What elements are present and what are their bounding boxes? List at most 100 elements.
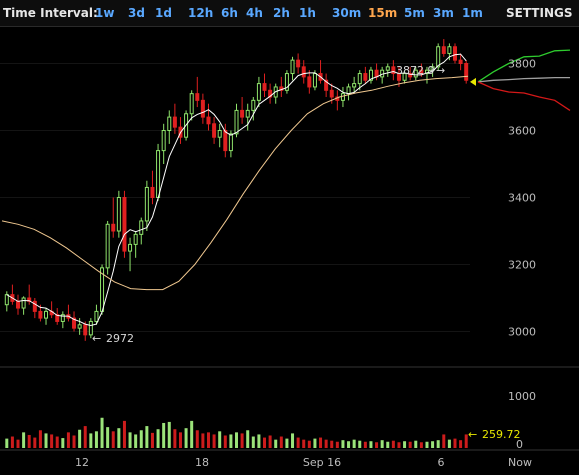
volume-bar (302, 439, 306, 448)
volume-bar (403, 441, 407, 448)
candle-body (413, 69, 418, 78)
interval-3d[interactable]: 3d (128, 6, 145, 20)
candle-body (77, 324, 82, 329)
volume-bar (206, 432, 210, 448)
volume-bar (33, 437, 37, 448)
volume-bar (352, 439, 356, 448)
volume-bar (22, 432, 26, 448)
volume-bar (324, 439, 328, 448)
candle-body (458, 59, 463, 65)
volume-bar (257, 434, 261, 448)
volume-tick-label: 1000 (508, 390, 536, 403)
volume-bar (246, 430, 250, 448)
interval-2h[interactable]: 2h (273, 6, 290, 20)
volume-bar (391, 440, 395, 448)
volume-bar (16, 439, 20, 448)
candle-body (32, 300, 37, 312)
volume-arrow: ← (468, 428, 477, 441)
high-price-label: 3872.9 (396, 64, 435, 77)
moving-averages (1, 53, 469, 327)
volume-bar (55, 436, 59, 448)
candle-body (452, 46, 457, 61)
time-interval-label: Time Interval: (3, 6, 98, 20)
candle-body (139, 220, 144, 235)
candle-body (144, 186, 149, 222)
candle-body (60, 314, 65, 322)
forecast-lower-line (477, 81, 571, 111)
candle-body (116, 197, 121, 232)
time-tick-label: 6 (438, 456, 445, 469)
volume-bar (447, 439, 451, 448)
volume-bar (66, 432, 70, 448)
candle-body (88, 320, 93, 336)
candle-body (55, 314, 60, 322)
candle-body (133, 233, 138, 245)
candle-body (167, 116, 172, 131)
volume-bar (251, 436, 255, 448)
volume-bar (425, 441, 429, 448)
volume-bar (313, 438, 317, 448)
candle-body (357, 73, 362, 85)
candle-body (324, 79, 329, 91)
volume-bar (347, 441, 351, 448)
volume-bar (212, 434, 216, 448)
low-price-label: 2972 (106, 332, 134, 345)
price-tick-label: 3400 (508, 192, 536, 205)
candle-body (44, 310, 49, 319)
volume-bar (117, 428, 121, 448)
candle-body (128, 243, 133, 252)
price-tick-label: 3800 (508, 58, 536, 71)
volume-bar (100, 417, 104, 448)
candle-body (419, 69, 424, 75)
time-tick-label: 12 (75, 456, 89, 469)
interval-4h[interactable]: 4h (246, 6, 263, 20)
interval-1w[interactable]: 1w (95, 6, 115, 20)
volume-bar (134, 434, 138, 448)
volume-bar (5, 438, 9, 448)
price-tick-label: 3600 (508, 125, 536, 138)
candle-body (212, 123, 217, 138)
interval-12h[interactable]: 12h (188, 6, 214, 20)
volume-bar (380, 440, 384, 448)
volume-bar (156, 429, 160, 448)
candle-body (122, 197, 127, 252)
interval-3m[interactable]: 3m (433, 6, 454, 20)
fast-moving-average-line (6, 53, 467, 327)
volume-bar (442, 434, 446, 448)
volume-bar (459, 440, 463, 448)
candle-body (251, 99, 256, 111)
interval-15m[interactable]: 15m (368, 6, 398, 20)
interval-30m[interactable]: 30m (332, 6, 362, 20)
candle-body (105, 223, 110, 269)
volume-bar (369, 441, 373, 448)
volume-bar (285, 438, 289, 448)
volume-bar (173, 429, 177, 448)
candle-body (436, 46, 441, 68)
time-tick-label: Now (508, 456, 532, 469)
candle-body (290, 59, 295, 75)
volume-bar (436, 440, 440, 448)
interval-5m[interactable]: 5m (404, 6, 425, 20)
interval-6h[interactable]: 6h (221, 6, 238, 20)
time-interval-toolbar: Time Interval: 1w 3d 1d 12h 6h 4h 2h 1h … (0, 0, 579, 27)
candle-body (346, 86, 351, 95)
volume-bar (128, 432, 132, 448)
volume-bar (335, 441, 339, 448)
volume-bar (274, 439, 278, 448)
candle-body (424, 69, 429, 75)
settings-button[interactable]: SETTINGS (506, 6, 573, 20)
volume-bar (83, 426, 87, 448)
volume-bar (235, 432, 238, 448)
volume-tick-label: 0 (516, 438, 523, 451)
volume-bar (178, 432, 182, 448)
interval-1h[interactable]: 1h (299, 6, 316, 20)
volume-bar (162, 422, 166, 448)
candle-body (172, 116, 177, 128)
axis-labels: 3000 3200 3400 3600 3800 0 1000 12 18 Sep 16 6 Now (75, 58, 536, 470)
candle-body (284, 73, 289, 91)
interval-1m[interactable]: 1m (462, 6, 483, 20)
interval-1d[interactable]: 1d (155, 6, 172, 20)
candle-body (156, 150, 161, 199)
volume-bar (363, 441, 367, 448)
